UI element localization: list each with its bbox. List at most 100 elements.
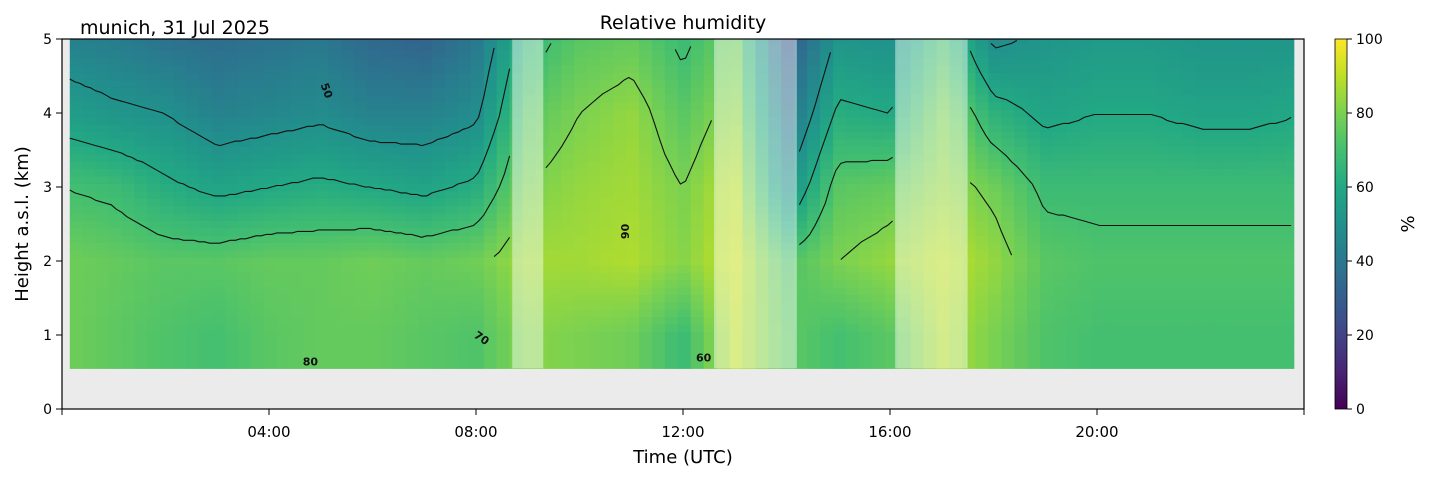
- heatmap-cell: [1247, 286, 1261, 295]
- heatmap-cell: [1091, 346, 1106, 355]
- heatmap-cell: [69, 124, 84, 133]
- heatmap-cell: [626, 309, 640, 318]
- heatmap-cell: [703, 39, 718, 44]
- heatmap-cell: [367, 50, 381, 59]
- heatmap-cell: [445, 109, 459, 118]
- heatmap-cell: [406, 109, 420, 118]
- heatmap-cell: [846, 124, 860, 133]
- heatmap-cell: [393, 79, 407, 88]
- heatmap-cell: [1078, 242, 1093, 251]
- heatmap-cell: [160, 205, 174, 214]
- heatmap-cell: [445, 242, 459, 251]
- heatmap-cell: [419, 353, 433, 362]
- heatmap-cell: [1285, 124, 1295, 133]
- heatmap-cell: [884, 124, 899, 133]
- heatmap-cell: [807, 249, 821, 258]
- heatmap-cell: [755, 353, 769, 362]
- heatmap-cell: [1208, 64, 1222, 73]
- heatmap-cell: [1027, 138, 1041, 147]
- heatmap-cell: [794, 161, 808, 170]
- heatmap-cell: [1027, 301, 1041, 310]
- heatmap-cell: [1053, 146, 1067, 155]
- heatmap-cell: [794, 360, 808, 369]
- heatmap-cell: [302, 116, 317, 125]
- heatmap-cell: [82, 346, 97, 355]
- heatmap-cell: [328, 286, 342, 295]
- heatmap-cell: [690, 279, 705, 288]
- heatmap-cell: [380, 323, 394, 332]
- heatmap-cell: [716, 353, 731, 362]
- heatmap-cell: [574, 286, 588, 295]
- heatmap-cell: [807, 109, 821, 118]
- heatmap-cell: [445, 101, 459, 110]
- heatmap-cell: [962, 257, 976, 266]
- heatmap-cell: [522, 50, 537, 59]
- heatmap-cell: [587, 212, 601, 221]
- heatmap-cell: [897, 87, 912, 96]
- heatmap-cell: [600, 50, 614, 59]
- heatmap-cell: [263, 198, 278, 207]
- heatmap-cell: [1195, 309, 1209, 318]
- heatmap-cell: [807, 64, 821, 73]
- heatmap-cell: [548, 146, 562, 155]
- heatmap-cell: [1260, 87, 1274, 96]
- heatmap-cell: [574, 294, 588, 303]
- heatmap-cell: [1195, 264, 1209, 273]
- heatmap-cell: [949, 264, 963, 273]
- heatmap-cell: [781, 146, 795, 155]
- heatmap-cell: [975, 161, 989, 170]
- heatmap-cell: [250, 124, 265, 133]
- heatmap-cell: [794, 264, 808, 273]
- heatmap-cell: [341, 138, 355, 147]
- heatmap-cell: [703, 79, 718, 88]
- heatmap-cell: [1065, 116, 1080, 125]
- heatmap-cell: [742, 116, 756, 125]
- heatmap-cell: [626, 168, 640, 177]
- heatmap-cell: [729, 360, 744, 369]
- heatmap-cell: [1065, 64, 1080, 73]
- heatmap-cell: [341, 101, 355, 110]
- heatmap-cell: [833, 279, 847, 288]
- heatmap-cell: [613, 109, 627, 118]
- heatmap-cell: [1001, 138, 1015, 147]
- heatmap-cell: [936, 161, 951, 170]
- heatmap-cell: [199, 353, 213, 362]
- heatmap-cell: [82, 205, 97, 214]
- heatmap-cell: [419, 124, 433, 133]
- heatmap-cell: [1040, 42, 1054, 51]
- heatmap-cell: [884, 146, 899, 155]
- heatmap-cell: [690, 153, 705, 162]
- heatmap-cell: [1156, 257, 1170, 266]
- heatmap-cell: [703, 227, 718, 236]
- heatmap-cell: [1130, 286, 1145, 295]
- heatmap-cell: [587, 227, 601, 236]
- heatmap-cell: [380, 50, 394, 59]
- heatmap-cell: [820, 316, 834, 325]
- heatmap-cell: [1221, 279, 1235, 288]
- heatmap-cell: [690, 301, 705, 310]
- heatmap-cell: [975, 153, 989, 162]
- heatmap-cell: [626, 360, 640, 369]
- heatmap-cell: [781, 294, 795, 303]
- heatmap-cell: [302, 57, 317, 66]
- heatmap-cell: [664, 294, 679, 303]
- heatmap-cell: [393, 124, 407, 133]
- heatmap-cell: [1234, 124, 1248, 133]
- heatmap-cell: [457, 212, 472, 221]
- heatmap-cell: [302, 175, 317, 184]
- heatmap-cell: [367, 212, 381, 221]
- heatmap-cell: [315, 198, 330, 207]
- heatmap-cell: [755, 101, 769, 110]
- heatmap-cell: [1014, 183, 1028, 192]
- heatmap-cell: [121, 161, 135, 170]
- heatmap-cell: [160, 198, 174, 207]
- heatmap-cell: [859, 323, 873, 332]
- heatmap-cell: [690, 257, 705, 266]
- heatmap-cell: [820, 331, 834, 340]
- heatmap-cell: [225, 301, 239, 310]
- heatmap-cell: [1247, 360, 1261, 369]
- heatmap-cell: [237, 338, 252, 347]
- heatmap-cell: [1091, 168, 1106, 177]
- heatmap-cell: [95, 101, 110, 110]
- heatmap-cell: [250, 161, 265, 170]
